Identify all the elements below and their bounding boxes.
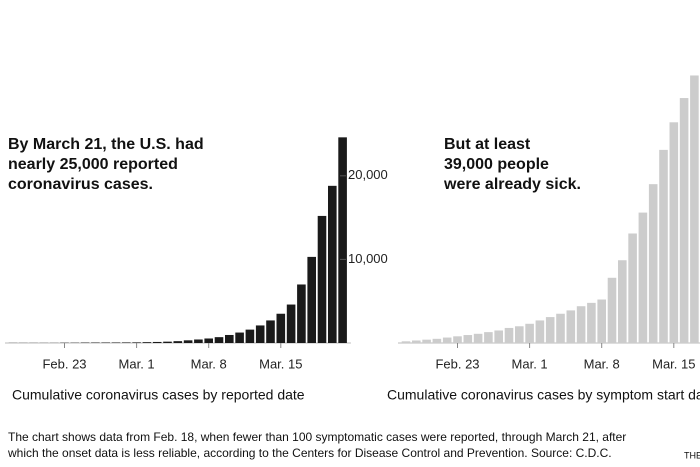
bar [690, 75, 699, 343]
bar [545, 317, 555, 343]
bar [659, 149, 668, 343]
bar [173, 341, 183, 343]
bar [255, 325, 265, 343]
bar [556, 313, 565, 343]
bar [587, 302, 596, 343]
bar [163, 341, 172, 343]
bar [328, 185, 337, 343]
bar [535, 320, 545, 343]
bar [401, 341, 411, 343]
bar [628, 233, 637, 343]
credit: THE NEW YORK TIMES [684, 450, 700, 460]
annotation: But at least [444, 136, 531, 153]
bar [194, 339, 203, 343]
bar [235, 332, 244, 343]
bar [576, 306, 586, 343]
bar [204, 338, 213, 343]
annotation: coronavirus cases. [8, 176, 153, 193]
bar [607, 277, 617, 343]
bar [142, 342, 152, 343]
x-tick-label: Mar. 15 [652, 356, 695, 371]
x-tick-label: Mar. 15 [259, 356, 302, 371]
annotation: nearly 25,000 reported [8, 156, 178, 173]
bar [122, 342, 131, 343]
bar [183, 340, 193, 343]
bar [214, 337, 224, 343]
bar [111, 342, 121, 343]
x-tick-label: Mar. 1 [512, 356, 548, 371]
bar [669, 122, 679, 344]
bar [101, 342, 110, 343]
y-tick-label: 20,000 [348, 167, 388, 182]
bar [515, 326, 524, 343]
bar [266, 320, 275, 343]
bar [618, 260, 627, 343]
bar [494, 330, 503, 343]
bar [525, 323, 534, 343]
x-tick-label: Mar. 8 [191, 356, 227, 371]
bar [566, 310, 576, 343]
bar [338, 137, 347, 343]
annotation: were already sick. [443, 176, 581, 193]
bar [463, 335, 473, 343]
bar [442, 337, 452, 343]
bar [225, 334, 234, 343]
x-axis-label: Cumulative coronavirus cases by symptom … [387, 387, 700, 403]
note: The chart shows data from Feb. 18, when … [8, 430, 626, 444]
y-tick-label: 10,000 [348, 251, 388, 266]
bar [286, 304, 296, 343]
x-tick-label: Feb. 23 [42, 356, 86, 371]
bar [317, 215, 327, 343]
bar [484, 332, 493, 343]
bar [276, 313, 286, 343]
bar [412, 340, 421, 343]
x-axis-label: Cumulative coronavirus cases by reported… [12, 387, 305, 403]
annotation: By March 21, the U.S. had [8, 136, 204, 153]
x-tick-label: Feb. 23 [435, 356, 479, 371]
x-tick-label: Mar. 8 [584, 356, 620, 371]
bar [597, 299, 606, 343]
bar [297, 284, 306, 343]
bar [453, 336, 462, 343]
bar [504, 327, 514, 343]
bar [307, 256, 316, 343]
x-tick-label: Mar. 1 [119, 356, 155, 371]
bar [638, 212, 648, 343]
bar [679, 98, 689, 343]
annotation: 39,000 people [444, 156, 549, 173]
bar [648, 184, 658, 343]
note: which the onset data is less reliable, a… [7, 446, 612, 460]
bar [245, 329, 255, 343]
bar [132, 342, 141, 343]
bar [152, 341, 162, 343]
bar [422, 339, 431, 343]
bar [432, 338, 442, 343]
bar [473, 333, 483, 343]
